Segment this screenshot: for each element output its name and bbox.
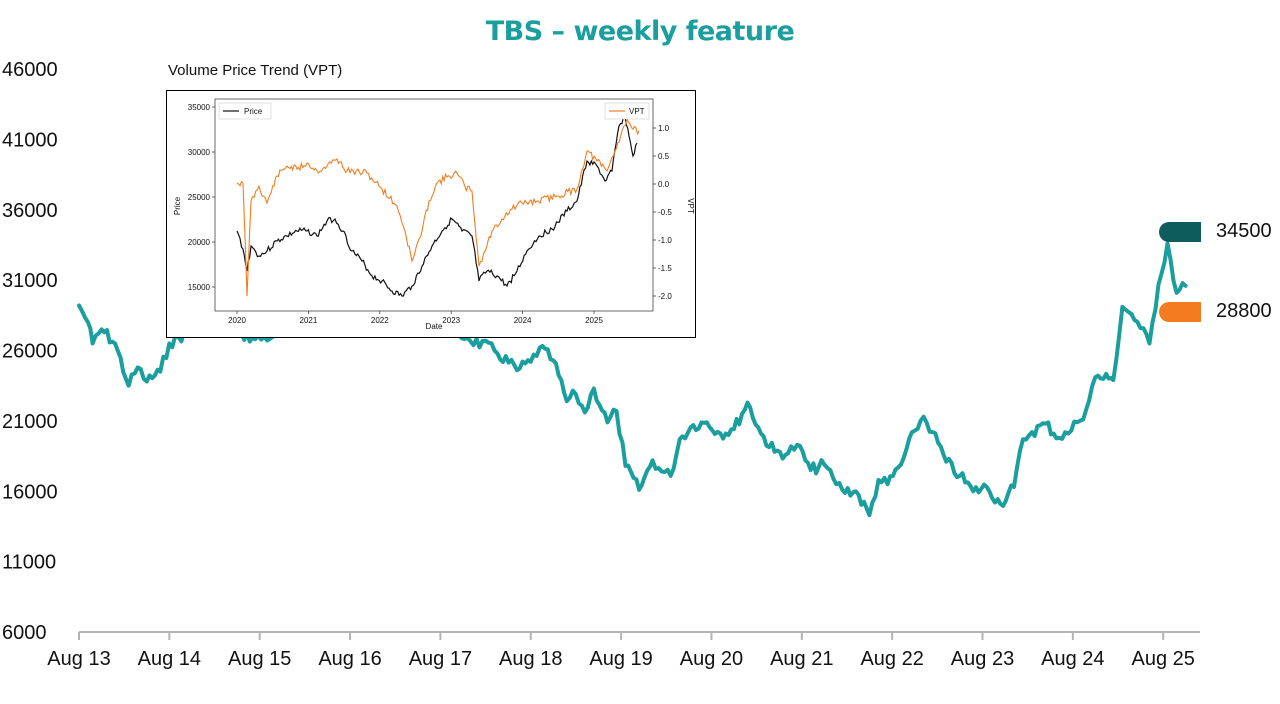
inset-right-tick-label: -1.0: [658, 236, 672, 245]
inset-right-tick-label: -0.5: [658, 208, 672, 217]
inset-left-tick-label: 30000: [188, 148, 211, 157]
inset-y-right-label: VPT: [686, 198, 695, 214]
inset-x-tick-label: 2025: [585, 316, 603, 325]
x-tick-label: Aug 14: [138, 648, 201, 670]
y-tick-label: 36000: [2, 200, 58, 222]
inset-vpt-line: [236, 117, 640, 297]
x-tick-label: Aug 13: [47, 648, 110, 670]
inset-legend-vpt: VPT: [629, 107, 645, 116]
x-axis-ticks: Aug 13 Aug 14 Aug 15 Aug 16 Aug 17 Aug 18 Aug …: [47, 632, 1195, 670]
inset-x-tick-label: 2023: [442, 316, 460, 325]
inset-legend-left: Price: [218, 102, 272, 120]
inset-x-tick-label: 2022: [371, 316, 389, 325]
y-tick-label: 21000: [2, 411, 58, 433]
page-title: TBS – weekly feature: [485, 16, 795, 47]
inset-left-tick-label: 25000: [188, 193, 211, 202]
inset-left-ticks: 35000 30000 25000 20000 15000: [188, 103, 215, 292]
y-tick-label: 46000: [2, 59, 58, 81]
inset-left-tick-label: 15000: [188, 283, 211, 292]
inset-right-tick-label: -2.0: [658, 292, 672, 301]
inset-right-tick-label: 0.5: [658, 152, 670, 161]
x-tick-label: Aug 18: [499, 648, 562, 670]
inset-chart-title: Volume Price Trend (VPT): [168, 62, 343, 79]
x-tick-label: Aug 23: [951, 648, 1014, 670]
inset-x-tick-label: 2024: [514, 316, 532, 325]
inset-chart: 35000 30000 25000 20000 15000 1.0 0.5 0.0 -0.5 -…: [166, 90, 696, 338]
inset-legend-price: Price: [244, 107, 263, 116]
inset-left-tick-label: 20000: [188, 238, 211, 247]
inset-chart-svg: 35000 30000 25000 20000 15000 1.0 0.5 0.0 -0.5 -…: [173, 98, 695, 331]
y-tick-label: 41000: [2, 129, 58, 151]
inset-price-line: [236, 115, 638, 297]
y-tick-label: 16000: [2, 481, 58, 503]
price-tag: [1159, 222, 1201, 242]
x-tick-label: Aug 19: [589, 648, 652, 670]
inset-x-tick-label: 2020: [228, 316, 246, 325]
inset-plot-frame: [214, 98, 654, 312]
y-axis-ticks: 46000 41000 36000 31000 26000 21000 16000 11000…: [2, 59, 58, 644]
inset-right-tick-label: 0.0: [658, 180, 670, 189]
vpt-tag-label: 28800: [1216, 300, 1272, 322]
inset-x-ticks: 2020 2021 2022 2023 2024 2025: [228, 311, 603, 325]
x-tick-label: Aug 16: [318, 648, 381, 670]
x-tick-label: Aug 20: [680, 648, 743, 670]
x-tick-label: Aug 24: [1041, 648, 1104, 670]
inset-x-tick-label: 2021: [300, 316, 318, 325]
y-tick-label: 11000: [2, 552, 56, 574]
inset-x-label: Date: [426, 322, 443, 331]
inset-right-tick-label: 1.0: [658, 124, 670, 133]
x-tick-label: Aug 21: [770, 648, 833, 670]
x-tick-label: Aug 17: [409, 648, 472, 670]
price-tag-label: 34500: [1216, 220, 1272, 242]
y-tick-label: 6000: [2, 622, 47, 644]
x-tick-label: Aug 22: [860, 648, 923, 670]
y-tick-label: 26000: [2, 341, 58, 363]
inset-left-tick-label: 35000: [188, 103, 211, 112]
y-tick-label: 31000: [2, 270, 58, 292]
inset-right-tick-label: -1.5: [658, 264, 672, 273]
inset-legend-right: VPT: [604, 102, 650, 120]
x-tick-label: Aug 25: [1132, 648, 1195, 670]
vpt-tag: [1159, 302, 1201, 322]
x-tick-label: Aug 15: [228, 648, 291, 670]
inset-y-left-label: Price: [173, 196, 182, 215]
inset-right-ticks: 1.0 0.5 0.0 -0.5 -1.0 -1.5 -2.0: [653, 124, 672, 301]
